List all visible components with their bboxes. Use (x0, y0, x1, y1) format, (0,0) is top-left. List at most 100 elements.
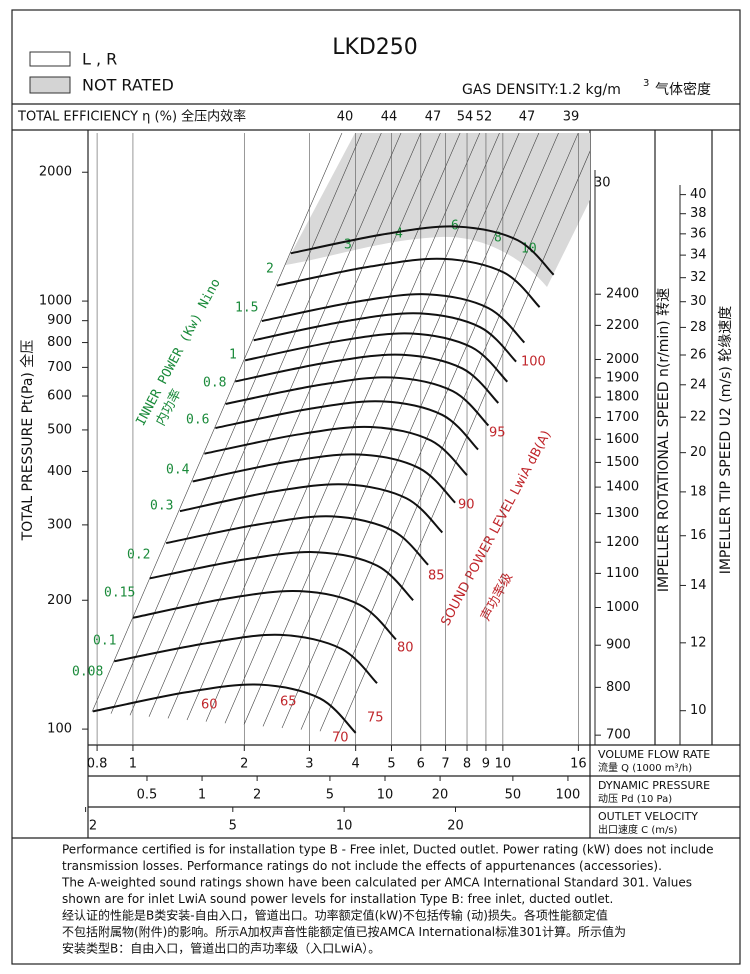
system-line (205, 133, 461, 722)
x-tick-label: 2 (240, 757, 248, 772)
tip-tick-label: 10 (690, 703, 707, 718)
c-label: OUTLET VELOCITY (598, 810, 698, 823)
fan-curve (165, 515, 429, 566)
system-line (148, 133, 402, 717)
x-tick-label: 4 (352, 757, 360, 772)
footnote-line: 经认证的性能是B类安装-自由入口，管道出口。功率额定值(kW)不包括传输 (动)… (62, 908, 608, 923)
tip-tick-label: 24 (690, 377, 707, 392)
tip-tick-label: 26 (690, 347, 707, 362)
gas-density-cn: 气体密度 (655, 81, 711, 98)
flow-label-cn: 流量 Q (1000 m³/h) (598, 761, 692, 774)
efficiency-label: 40 (337, 110, 354, 125)
fan-curve (244, 332, 509, 383)
fan-curve (192, 453, 456, 504)
fan-curve (225, 376, 490, 427)
tip-tick-label: 22 (690, 410, 707, 425)
pd-tick-label: 2 (253, 788, 261, 803)
fan-curve (261, 293, 526, 344)
footnote-line: The A-weighted sound ratings shown have … (61, 876, 692, 890)
frame (11, 9, 741, 965)
x-tick-label: 3 (305, 757, 313, 772)
x-tick-label: 16 (570, 757, 587, 772)
footnote-line: transmission losses. Performance ratings… (62, 859, 662, 873)
sound-value-label: 70 (332, 731, 349, 746)
sound-value-label: 75 (367, 711, 384, 726)
pd-tick-label: 100 (556, 788, 581, 803)
sound-value-label: 80 (397, 641, 414, 656)
x-tick-label: 6 (417, 757, 425, 772)
power-value-label: 0.6 (186, 413, 209, 428)
y-tick-label: 2000 (39, 165, 72, 180)
c-tick-label: 10 (336, 819, 353, 834)
speed-tick-label: 1400 (606, 480, 639, 495)
y-tick-label: 1000 (39, 294, 72, 309)
efficiency-label: 52 (476, 110, 493, 125)
speed-axis-label: IMPELLER ROTATIONAL SPEED n(r/min) 转速 (656, 288, 672, 592)
c-tick-label: 2 (89, 819, 97, 834)
power-value-label: 0.08 (72, 665, 103, 680)
x-tick-label: 10 (495, 757, 512, 772)
system-line (129, 133, 382, 716)
system-line (110, 133, 362, 714)
tip-tick-label: 34 (690, 248, 707, 263)
y-tick-label: 100 (47, 722, 72, 737)
speed-tick-label: 1900 (606, 370, 639, 385)
pd-tick-label: 5 (326, 788, 334, 803)
efficiency-label: 47 (425, 110, 442, 125)
y-axis-label: TOTAL PRESSURE Pt(Pa) 全压 (19, 340, 36, 542)
system-line (281, 133, 540, 729)
pd-tick-label: 0.5 (137, 788, 158, 803)
power-value-label: 2 (266, 262, 274, 277)
speed-extra-label: 30 (594, 176, 611, 191)
x-tick-label: 1 (129, 757, 137, 772)
tip-tick-label: 40 (690, 187, 707, 202)
y-tick-label: 800 (47, 335, 72, 350)
power-value-label: 0.4 (166, 463, 190, 478)
tip-tick-label: 28 (690, 320, 707, 335)
speed-tick-label: 900 (606, 638, 631, 653)
x-tick-label: 0.8 (87, 757, 108, 772)
sound-value-label: 60 (201, 698, 218, 713)
power-value-label: 0.1 (93, 634, 116, 649)
x-tick-label: 5 (387, 757, 395, 772)
system-line (186, 133, 441, 721)
chart-title: LKD250 (332, 35, 418, 60)
system-line (167, 133, 422, 719)
pd-label: DYNAMIC PRESSURE (598, 779, 710, 792)
tip-tick-label: 30 (690, 294, 707, 309)
pd-tick-label: 20 (432, 788, 449, 803)
speed-tick-label: 1600 (606, 432, 639, 447)
fan-curve (179, 483, 444, 534)
fan-curve (204, 425, 468, 476)
efficiency-label: 47 (519, 110, 536, 125)
legend-label: L , R (82, 50, 117, 69)
fan-curve (149, 551, 414, 601)
y-tick-label: 700 (47, 360, 72, 375)
power-value-label: 3 (344, 238, 352, 253)
tip-axis-label: IMPELLER TIP SPEED U2 (m/s) 轮缘速度 (718, 306, 734, 575)
power-value-label: 4 (395, 227, 403, 242)
flow-label: VOLUME FLOW RATE (598, 748, 710, 761)
tip-tick-label: 12 (690, 635, 707, 650)
legend-swatch (29, 51, 71, 67)
speed-tick-label: 1700 (606, 410, 639, 425)
sound-value-label: 100 (521, 355, 546, 370)
footnote-line: Performance certified is for installatio… (62, 843, 714, 857)
power-value-label: 0.2 (127, 548, 150, 563)
tip-tick-label: 36 (690, 226, 707, 241)
speed-tick-label: 2400 (606, 287, 639, 302)
power-value-label: 0.3 (150, 499, 173, 514)
y-tick-label: 500 (47, 422, 72, 437)
system-line (319, 133, 579, 732)
speed-tick-label: 1100 (606, 566, 639, 581)
power-value-label: 0.8 (203, 376, 226, 391)
power-value-label: 8 (494, 231, 502, 246)
speed-tick-label: 700 (606, 728, 631, 743)
power-value-label: 0.15 (104, 586, 135, 601)
tip-tick-label: 16 (690, 528, 707, 543)
sound-value-label: 65 (280, 695, 297, 710)
power-value-label: 1.5 (235, 301, 258, 316)
efficiency-label: 39 (563, 110, 580, 125)
speed-tick-label: 1300 (606, 506, 639, 521)
